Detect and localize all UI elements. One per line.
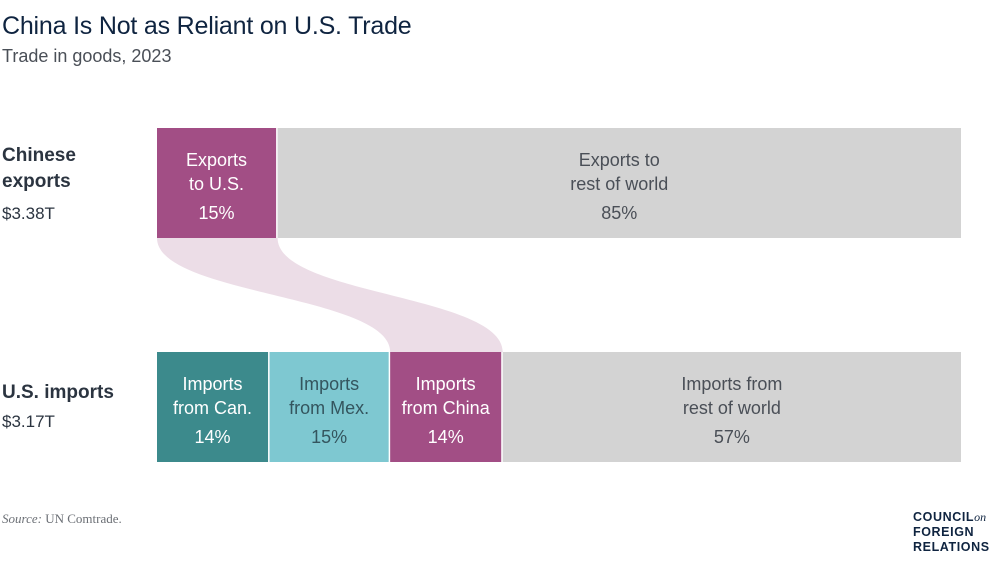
segment-label-us-imports-0-1: from Can. (173, 398, 252, 418)
row-label-chinese-exports: Chinese exports (2, 145, 76, 192)
segment-label-us-imports-1-1: from Mex. (289, 398, 369, 418)
logo-line-1: COUNCIL (913, 510, 975, 524)
bar-segment-us-imports-2 (390, 352, 502, 462)
chart-title: China Is Not as Reliant on U.S. Trade (2, 12, 412, 40)
segment-value-chinese-exports-1: 85% (601, 203, 637, 223)
flow-ribbon-china-to-us (157, 238, 503, 352)
row-total-us-imports: $3.17T (2, 412, 55, 431)
segment-label-chinese-exports-0-1: to U.S. (189, 174, 244, 194)
segment-label-chinese-exports-1-1: rest of world (570, 174, 668, 194)
segment-label-us-imports-0-0: Imports (183, 374, 243, 394)
row-label-us-imports: U.S. imports (2, 382, 114, 403)
segment-label-us-imports-2-0: Imports (416, 374, 476, 394)
segment-value-us-imports-1: 15% (311, 427, 347, 447)
segment-label-us-imports-2-1: from China (402, 398, 491, 418)
bar-segment-chinese-exports-0 (157, 128, 277, 238)
bar-segment-chinese-exports-1 (277, 128, 962, 238)
bar-segment-us-imports-0 (157, 352, 269, 462)
bar-segment-us-imports-3 (502, 352, 961, 462)
segment-value-us-imports-0: 14% (195, 427, 231, 447)
logo-line-2: FOREIGN (913, 525, 975, 539)
segment-label-chinese-exports-0-0: Exports (186, 150, 247, 170)
bar-segment-us-imports-1 (269, 352, 389, 462)
source-note: Source: UN Comtrade. (2, 511, 122, 527)
segment-label-us-imports-3-1: rest of world (683, 398, 781, 418)
logo-line-3: RELATIONS (913, 540, 990, 554)
segment-label-us-imports-3-0: Imports from (681, 374, 782, 394)
source-text: UN Comtrade. (41, 511, 122, 526)
row-total-chinese-exports: $3.38T (2, 204, 55, 223)
segment-value-chinese-exports-0: 15% (199, 203, 235, 223)
segment-value-us-imports-3: 57% (714, 427, 750, 447)
source-label: Source: (2, 511, 42, 526)
logo-on: on (974, 510, 987, 524)
chart-subtitle: Trade in goods, 2023 (2, 46, 172, 66)
segment-label-chinese-exports-1-0: Exports to (579, 150, 660, 170)
segment-label-us-imports-1-0: Imports (299, 374, 359, 394)
segment-value-us-imports-2: 14% (428, 427, 464, 447)
cfr-logo: COUNCILon FOREIGN RELATIONS (913, 510, 990, 555)
